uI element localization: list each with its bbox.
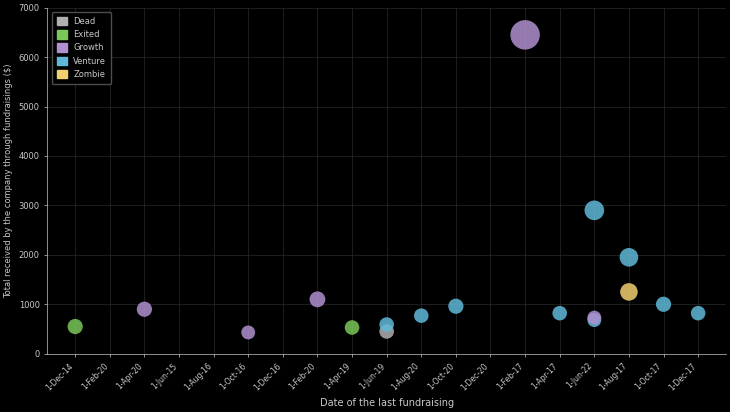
Point [588, 314, 600, 321]
Legend: Dead, Exited, Growth, Venture, Zombie: Dead, Exited, Growth, Venture, Zombie [52, 12, 111, 84]
Point [415, 312, 427, 319]
Point [692, 310, 704, 316]
Y-axis label: Total received by the company through fundraisings ($): Total received by the company through fu… [4, 63, 13, 298]
Point [623, 254, 635, 261]
Point [312, 296, 323, 303]
Point [381, 321, 393, 328]
Point [242, 329, 254, 336]
Point [519, 32, 531, 38]
Point [623, 289, 635, 295]
Point [139, 306, 150, 313]
Point [450, 303, 461, 309]
Point [554, 310, 566, 316]
Point [69, 323, 81, 330]
Point [346, 324, 358, 331]
Point [381, 328, 393, 335]
Point [658, 301, 669, 308]
Point [588, 207, 600, 214]
Point [588, 317, 600, 323]
X-axis label: Date of the last fundraising: Date of the last fundraising [320, 398, 454, 408]
